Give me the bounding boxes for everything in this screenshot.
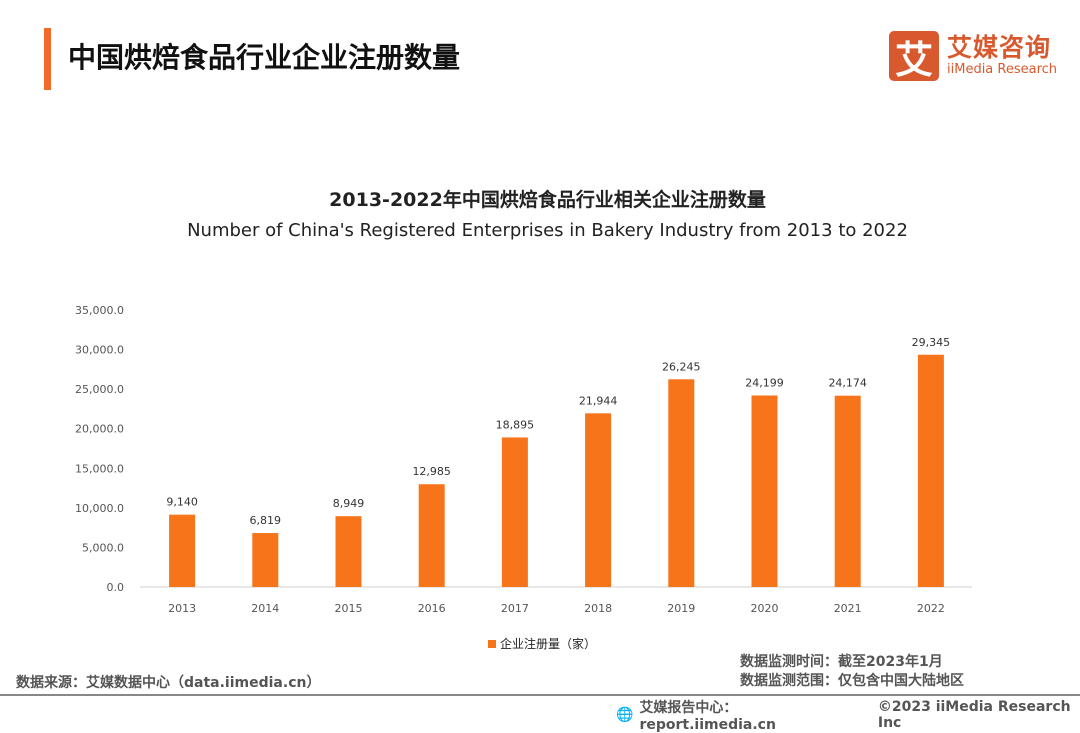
y-tick-label: 20,000.0: [75, 423, 124, 436]
data-label: 24,174: [828, 377, 867, 390]
x-tick-label: 2019: [667, 602, 695, 615]
y-tick-label: 10,000.0: [75, 502, 124, 515]
legend-swatch: [488, 639, 496, 648]
x-tick-label: 2022: [917, 602, 945, 615]
footer: 🌐 艾媒报告中心：report.iimedia.cn ©2023 iiMedia…: [616, 697, 1080, 733]
data-label: 18,895: [496, 418, 535, 431]
bar-2015: [335, 516, 362, 587]
legend-label: 企业注册量（家）: [500, 637, 597, 651]
x-tick-label: 2018: [584, 602, 612, 615]
copyright: ©2023 iiMedia Research Inc: [877, 699, 1071, 731]
bar-2017: [501, 437, 528, 587]
globe-icon: 🌐: [616, 707, 634, 723]
x-tick-label: 2017: [501, 602, 529, 615]
data-label: 26,245: [662, 360, 701, 373]
bar-2016: [418, 484, 445, 587]
title-accent-bar: [44, 28, 51, 90]
bar-2014: [252, 533, 279, 587]
y-tick-label: 0.0: [107, 581, 125, 594]
data-label: 12,985: [412, 465, 451, 478]
y-tick-label: 25,000.0: [75, 383, 124, 396]
x-tick-label: 2021: [834, 602, 862, 615]
x-tick-label: 2015: [335, 602, 363, 615]
chart-title: 2013-2022年中国烘焙食品行业相关企业注册数量: [329, 189, 766, 211]
logo-mark: 艾: [889, 31, 939, 82]
data-label: 9,140: [166, 496, 198, 509]
monitor-scope: 数据监测范围：仅包含中国大陆地区: [740, 673, 964, 689]
bar-2013: [169, 514, 196, 587]
bar-2021: [834, 395, 861, 587]
logo-en: iiMedia Research: [947, 62, 1058, 77]
data-source: 数据来源：艾媒数据中心（data.iimedia.cn）: [16, 675, 321, 691]
data-label: 21,944: [579, 394, 618, 407]
monitor-time: 数据监测时间：截至2023年1月: [740, 654, 943, 670]
page-title: 中国烘焙食品行业企业注册数量: [68, 41, 461, 74]
y-tick-label: 35,000.0: [75, 304, 124, 317]
x-tick-label: 2013: [168, 602, 196, 615]
footer-divider: [0, 694, 1080, 696]
y-tick-label: 15,000.0: [75, 462, 124, 475]
logo: 艾 艾媒咨询 iiMedia Research: [889, 31, 1058, 82]
report-link[interactable]: 艾媒报告中心：report.iimedia.cn: [639, 700, 776, 733]
data-label: 8,949: [333, 497, 365, 510]
y-tick-label: 5,000.0: [82, 541, 124, 554]
data-label: 24,199: [745, 376, 784, 389]
bar-2018: [585, 413, 612, 587]
bar-2019: [668, 379, 695, 587]
logo-cn: 艾媒咨询: [947, 33, 1052, 62]
x-tick-label: 2020: [751, 602, 779, 615]
chart-subtitle: Number of China's Registered Enterprises…: [187, 220, 908, 241]
x-tick-label: 2016: [418, 602, 446, 615]
bar-2022: [917, 354, 944, 587]
y-tick-label: 30,000.0: [75, 344, 124, 357]
data-label: 6,819: [250, 514, 282, 527]
data-label: 29,345: [912, 336, 951, 349]
legend: 企业注册量（家）: [488, 635, 596, 652]
x-tick-label: 2014: [251, 602, 279, 615]
bar-2020: [751, 395, 778, 587]
